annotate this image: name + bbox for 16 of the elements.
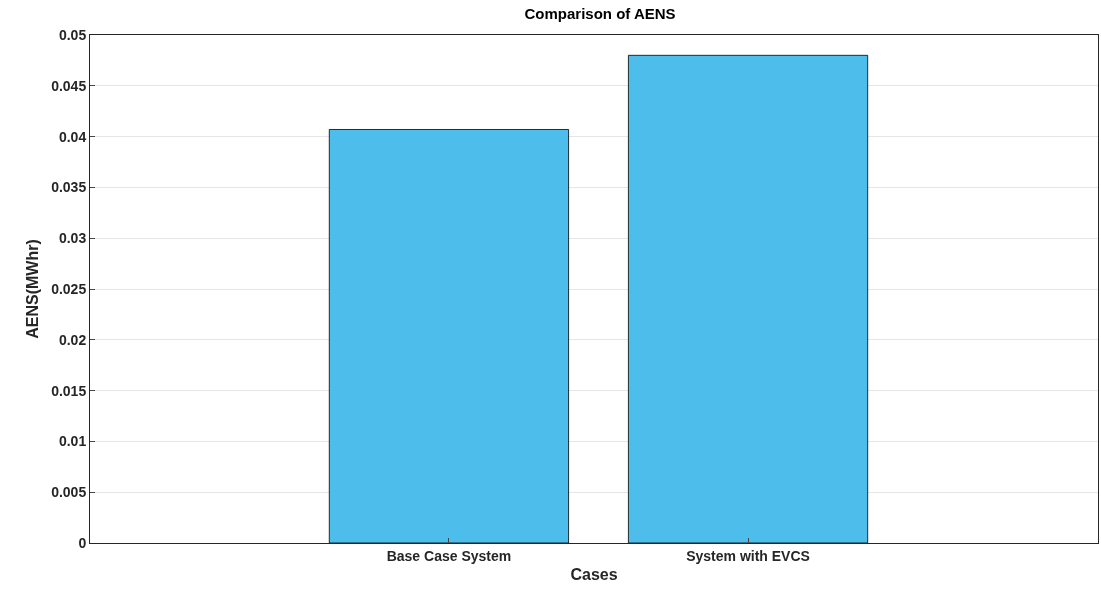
y-tick-label: 0.05 xyxy=(58,26,87,43)
y-tick-label: 0.02 xyxy=(58,331,87,348)
y-tick-label: 0.005 xyxy=(51,484,87,501)
y-tick-label: 0.03 xyxy=(58,230,87,247)
x-tick-label: System with EVCS xyxy=(686,547,810,564)
y-tick-label: 0.015 xyxy=(51,382,87,399)
x-axis-title: Cases xyxy=(570,566,618,584)
y-tick-label: 0.035 xyxy=(51,179,87,196)
y-tick-label: 0.01 xyxy=(58,433,87,450)
y-tick-label: 0.04 xyxy=(58,128,87,145)
y-tick-label: 0 xyxy=(78,534,87,551)
y-axis-title: AENS(MWhr) xyxy=(24,239,42,339)
chart-title: Comparison of AENS xyxy=(524,5,676,23)
x-tick-label: Base Case System xyxy=(386,547,512,564)
y-tick-label: 0.025 xyxy=(51,280,87,297)
y-tick-label: 0.045 xyxy=(51,77,87,94)
